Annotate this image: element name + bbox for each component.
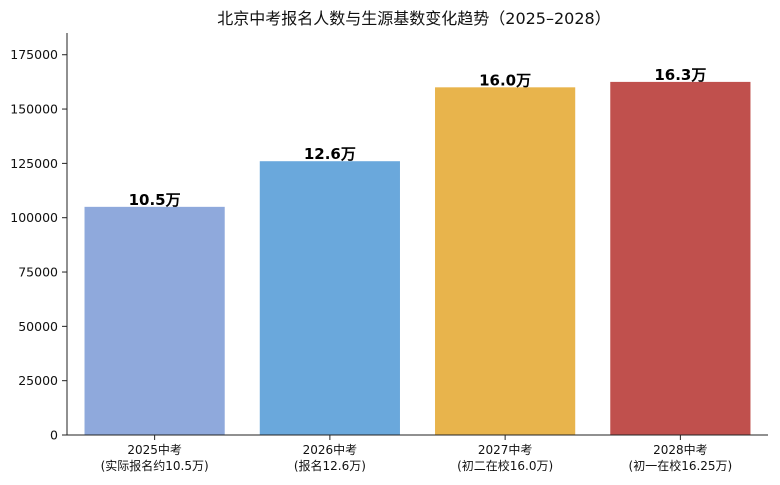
bars-layer [84, 81, 751, 435]
y-tick-label: 50000 [18, 319, 58, 334]
x-tick-label-line: 2027中考 [478, 442, 533, 457]
bar-2 [259, 161, 400, 435]
x-tick-label-line: (初二在校16.0万) [457, 458, 553, 473]
x-tick-label-line: 2028中考 [653, 442, 708, 457]
y-tick-label: 75000 [18, 265, 58, 280]
data-label-4: 16.3万 [654, 66, 706, 84]
x-tick-label-line: 2025中考 [127, 442, 182, 457]
labels-layer: 10.5万 12.6万 16.0万 16.3万 [129, 66, 707, 209]
y-tick-label: 150000 [10, 102, 58, 117]
x-tick-label: 2025中考(实际报名约10.5万) [101, 442, 209, 473]
x-tick-label: 2026中考(报名12.6万) [294, 442, 366, 473]
y-tick-label: 0 [50, 428, 58, 443]
x-tick-label-line: (初一在校16.25万) [629, 458, 733, 473]
data-label-1: 10.5万 [129, 191, 181, 209]
data-label-2: 12.6万 [304, 145, 356, 163]
y-tick-label: 100000 [10, 210, 58, 225]
bar-3 [435, 87, 576, 435]
axes-layer: 0 25000 50000 75000 100000 125000 150000 175000… [10, 33, 768, 473]
y-tick-label: 25000 [18, 373, 58, 388]
x-tick-label-line: (报名12.6万) [294, 458, 366, 473]
x-tick-label: 2028中考(初一在校16.25万) [629, 442, 733, 473]
y-tick-label: 175000 [10, 47, 58, 62]
x-tick-label-line: 2026中考 [303, 442, 358, 457]
bar-4 [610, 81, 751, 435]
bar-1 [84, 206, 225, 435]
x-tick-label: 2027中考(初二在校16.0万) [457, 442, 553, 473]
y-tick-label: 125000 [10, 156, 58, 171]
chart-title: 北京中考报名人数与生源基数变化趋势（2025–2028） [217, 9, 610, 28]
data-label-3: 16.0万 [479, 71, 531, 89]
x-tick-label-line: (实际报名约10.5万) [101, 458, 209, 473]
